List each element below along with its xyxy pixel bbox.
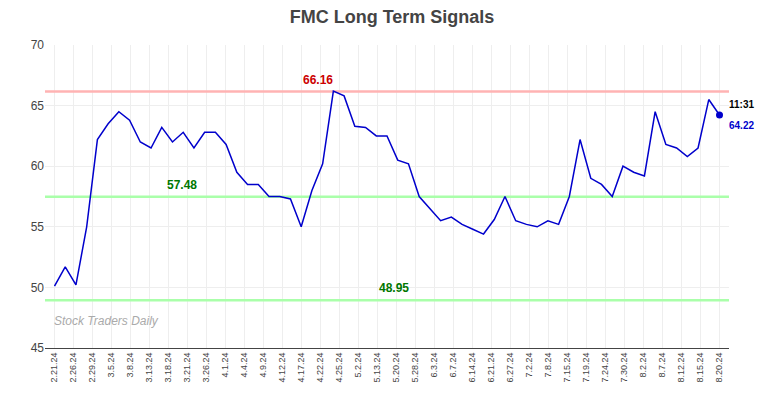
svg-text:65: 65 [31, 99, 45, 113]
svg-text:3.26.24: 3.26.24 [201, 353, 211, 383]
svg-text:8.20.24: 8.20.24 [714, 353, 724, 383]
svg-text:2.29.24: 2.29.24 [87, 353, 97, 383]
svg-text:5.28.24: 5.28.24 [410, 353, 420, 383]
svg-text:4.4.24: 4.4.24 [239, 353, 249, 378]
svg-text:6.21.24: 6.21.24 [486, 353, 496, 383]
svg-text:55: 55 [31, 220, 45, 234]
svg-text:70: 70 [31, 38, 45, 52]
svg-text:3.21.24: 3.21.24 [182, 353, 192, 383]
svg-text:7.30.24: 7.30.24 [619, 353, 629, 383]
svg-text:45: 45 [31, 341, 45, 355]
svg-text:7.15.24: 7.15.24 [562, 353, 572, 383]
svg-text:4.9.24: 4.9.24 [258, 353, 268, 378]
svg-text:2.26.24: 2.26.24 [68, 353, 78, 383]
svg-text:11:31: 11:31 [729, 99, 754, 110]
svg-text:6.14.24: 6.14.24 [467, 353, 477, 383]
svg-text:7.19.24: 7.19.24 [581, 353, 591, 383]
svg-text:6.3.24: 6.3.24 [429, 353, 439, 378]
svg-text:Stock Traders Daily: Stock Traders Daily [54, 314, 159, 328]
svg-text:5.13.24: 5.13.24 [372, 353, 382, 383]
svg-text:57.48: 57.48 [167, 178, 197, 192]
svg-text:48.95: 48.95 [379, 281, 409, 295]
svg-text:6.7.24: 6.7.24 [448, 353, 458, 378]
svg-text:4.12.24: 4.12.24 [277, 353, 287, 383]
svg-text:3.18.24: 3.18.24 [163, 353, 173, 383]
svg-text:8.7.24: 8.7.24 [657, 353, 667, 378]
svg-text:7.8.24: 7.8.24 [543, 353, 553, 378]
svg-text:7.24.24: 7.24.24 [600, 353, 610, 383]
svg-text:3.8.24: 3.8.24 [125, 353, 135, 378]
svg-text:4.17.24: 4.17.24 [296, 353, 306, 383]
svg-text:50: 50 [31, 281, 45, 295]
svg-text:FMC Long Term Signals: FMC Long Term Signals [290, 7, 495, 27]
svg-text:8.2.24: 8.2.24 [638, 353, 648, 378]
svg-text:7.2.24: 7.2.24 [524, 353, 534, 378]
svg-text:3.13.24: 3.13.24 [144, 353, 154, 383]
svg-text:60: 60 [31, 159, 45, 173]
svg-text:4.22.24: 4.22.24 [315, 353, 325, 383]
svg-text:2.21.24: 2.21.24 [49, 353, 59, 383]
svg-text:5.2.24: 5.2.24 [353, 353, 363, 378]
svg-text:5.20.24: 5.20.24 [391, 353, 401, 383]
svg-text:4.25.24: 4.25.24 [334, 353, 344, 383]
svg-text:66.16: 66.16 [303, 73, 333, 87]
svg-text:8.15.24: 8.15.24 [695, 353, 705, 383]
svg-text:64.22: 64.22 [729, 120, 754, 131]
svg-text:4.1.24: 4.1.24 [220, 353, 230, 378]
svg-text:8.12.24: 8.12.24 [676, 353, 686, 383]
svg-text:6.27.24: 6.27.24 [505, 353, 515, 383]
svg-text:3.5.24: 3.5.24 [106, 353, 116, 378]
